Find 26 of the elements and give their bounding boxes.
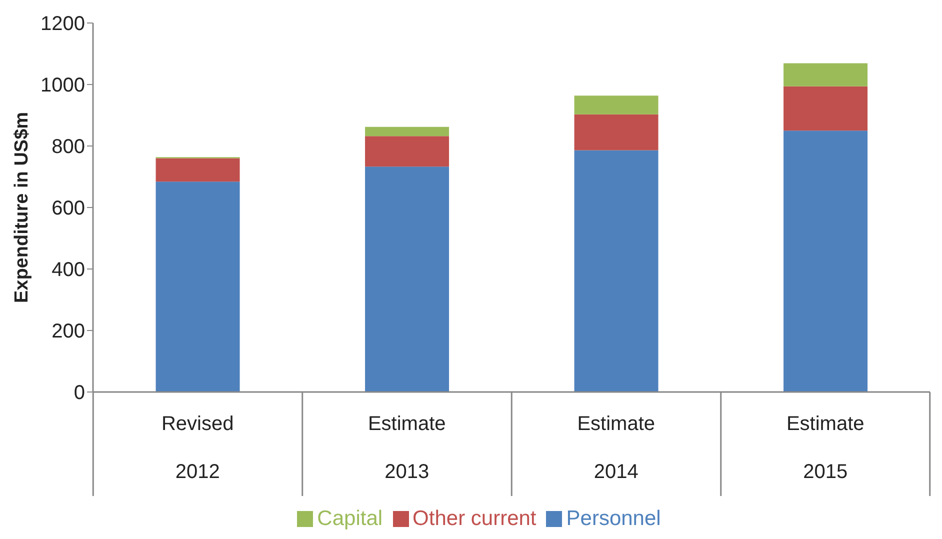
- y-tick-label: 200: [52, 320, 85, 343]
- bar: [156, 182, 240, 392]
- bar: [365, 126, 450, 136]
- y-tick-label: 600: [52, 198, 85, 220]
- bar: [365, 166, 450, 392]
- category-label: Estimate 2015: [786, 413, 864, 483]
- y-tick-label: 400: [52, 259, 85, 282]
- legend-label: Other current: [412, 507, 536, 530]
- legend-label: Personnel: [566, 507, 661, 530]
- y-tick-label: 800: [52, 136, 85, 158]
- legend-label: Capital: [317, 507, 383, 530]
- bar: [365, 136, 450, 167]
- bar: [574, 96, 658, 114]
- bar: [574, 150, 658, 392]
- y-tick-label: 1000: [40, 74, 85, 97]
- bar: [784, 130, 868, 392]
- y-tick-label: 1200: [40, 13, 85, 36]
- category-label: Revised 2012: [161, 413, 234, 483]
- category-label: Estimate 2014: [577, 413, 656, 483]
- category-label: Estimate 2013: [368, 413, 446, 483]
- bar: [784, 86, 868, 131]
- bar: [784, 63, 868, 86]
- bar: [156, 158, 240, 182]
- bar: [574, 114, 658, 150]
- y-tick-label: 0: [74, 382, 85, 404]
- y-axis-title: Expenditure in US$m: [12, 112, 33, 304]
